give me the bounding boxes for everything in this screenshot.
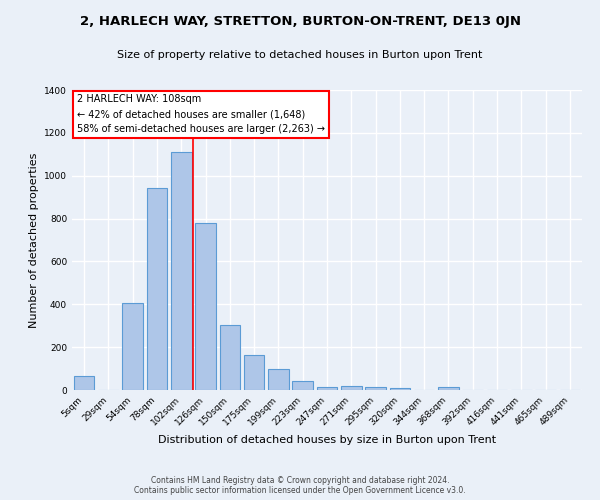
Text: Contains HM Land Registry data © Crown copyright and database right 2024.
Contai: Contains HM Land Registry data © Crown c…	[134, 476, 466, 495]
Bar	[244, 354, 265, 390]
Y-axis label: Number of detached properties: Number of detached properties	[29, 152, 38, 328]
Text: 2 HARLECH WAY: 108sqm
← 42% of detached houses are smaller (1,648)
58% of semi-d: 2 HARLECH WAY: 108sqm ← 42% of detached …	[77, 94, 325, 134]
Bar	[220, 324, 240, 390]
Bar	[341, 386, 362, 390]
Bar	[292, 382, 313, 390]
Bar	[438, 387, 459, 390]
Bar	[268, 368, 289, 390]
Bar	[389, 388, 410, 390]
Bar	[365, 387, 386, 390]
Bar	[317, 387, 337, 390]
Bar	[146, 188, 167, 390]
Bar	[195, 223, 216, 390]
Text: Size of property relative to detached houses in Burton upon Trent: Size of property relative to detached ho…	[118, 50, 482, 60]
Text: 2, HARLECH WAY, STRETTON, BURTON-ON-TRENT, DE13 0JN: 2, HARLECH WAY, STRETTON, BURTON-ON-TREN…	[79, 15, 521, 28]
Bar	[122, 303, 143, 390]
X-axis label: Distribution of detached houses by size in Burton upon Trent: Distribution of detached houses by size …	[158, 436, 496, 446]
Bar	[171, 152, 191, 390]
Bar	[74, 376, 94, 390]
